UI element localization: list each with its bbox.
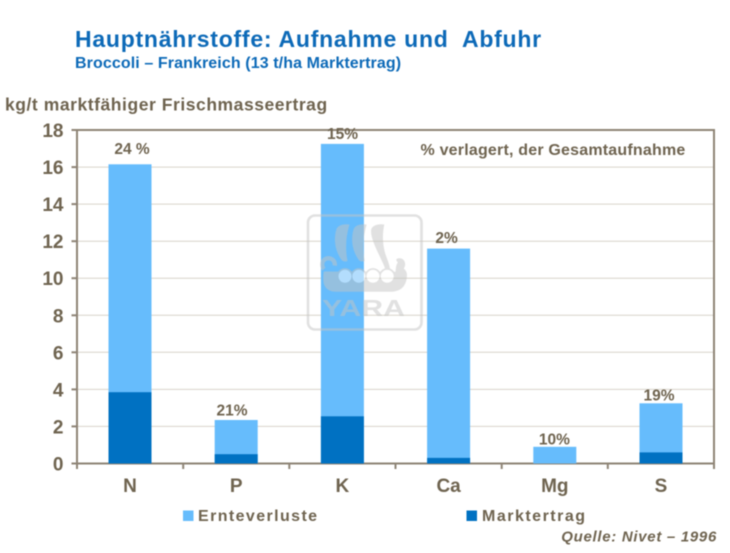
svg-text:10%: 10%	[539, 432, 570, 449]
svg-text:Mg: Mg	[541, 476, 568, 497]
svg-text:10: 10	[42, 269, 63, 290]
svg-text:% verlagert, der Gesamtaufnahm: % verlagert, der Gesamtaufnahme	[421, 142, 686, 159]
svg-text:Ernteverluste: Ernteverluste	[198, 508, 318, 525]
svg-text:24 %: 24 %	[114, 141, 150, 158]
svg-text:18: 18	[42, 121, 63, 142]
svg-text:2%: 2%	[435, 230, 458, 247]
svg-text:Hauptnährstoffe: Aufnahme und: Hauptnährstoffe: Aufnahme und Abfuhr	[75, 26, 542, 52]
svg-text:16: 16	[42, 158, 63, 179]
svg-text:19%: 19%	[643, 388, 674, 405]
svg-text:Marktertrag: Marktertrag	[482, 508, 587, 525]
svg-text:12: 12	[42, 232, 63, 253]
svg-text:Quelle: Nivet – 1996: Quelle: Nivet – 1996	[561, 529, 717, 546]
svg-text:0: 0	[53, 455, 64, 476]
svg-text:15%: 15%	[327, 126, 358, 143]
svg-text:K: K	[336, 476, 350, 497]
svg-text:2: 2	[53, 417, 64, 438]
svg-text:8: 8	[53, 306, 64, 327]
svg-text:Ca: Ca	[436, 476, 461, 497]
svg-text:21%: 21%	[216, 403, 247, 420]
svg-text:kg/t marktfähiger Frischmassee: kg/t marktfähiger Frischmasseertrag	[5, 95, 328, 115]
svg-text:6: 6	[53, 343, 64, 364]
svg-text:14: 14	[42, 195, 64, 216]
svg-text:YARA: YARA	[322, 295, 405, 321]
svg-text:P: P	[230, 476, 243, 497]
svg-text:N: N	[123, 476, 137, 497]
svg-text:S: S	[655, 476, 668, 497]
svg-text:4: 4	[53, 380, 64, 401]
svg-text:Broccoli – Frankreich (13 t/ha: Broccoli – Frankreich (13 t/ha Marktertr…	[75, 55, 401, 72]
